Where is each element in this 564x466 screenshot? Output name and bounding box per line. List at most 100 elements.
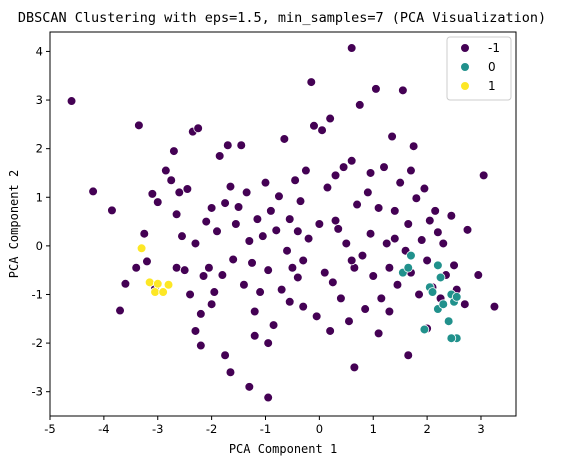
x-tick-label: -3 [152,422,163,436]
point-cluster--1-102 [408,141,419,152]
point-cluster--1-97 [395,177,405,188]
point-cluster-0-4 [427,287,438,297]
point-cluster-1-4 [163,279,174,290]
y-tick-label: 1 [36,190,43,204]
point-cluster--1-8 [147,189,158,199]
point-cluster--1-69 [319,267,330,278]
point-cluster--1-91 [379,162,389,172]
chart-title: DBSCAN Clustering with eps=1.5, min_samp… [18,10,546,26]
point-cluster--1-72 [328,277,338,288]
point-cluster--1-129 [403,350,414,361]
point-cluster--1-26 [204,262,214,273]
point-cluster--1-36 [231,219,241,229]
y-tick-label: -2 [32,336,43,350]
point-cluster--1-15 [174,187,185,198]
point-cluster--1-131 [249,330,260,341]
point-cluster--1-75 [336,293,346,304]
x-tick-label: 2 [423,422,430,436]
point-cluster--1-1 [88,186,98,197]
point-cluster--1-119 [462,225,473,235]
y-tick-label: 0 [36,239,43,253]
point-cluster--1-81 [352,199,362,210]
point-cluster--1-27 [206,203,217,213]
point-cluster--1-147 [384,306,395,317]
point-cluster--1-43 [249,306,260,317]
point-cluster--1-122 [489,301,500,312]
point-cluster--1-77 [341,238,352,249]
point-cluster--1-39 [239,279,249,290]
point-cluster--1-139 [293,226,303,237]
x-axis-label: PCA Component 1 [229,442,337,456]
y-axis-ticks: -3 -2 -1 0 1 2 3 4 [32,44,50,399]
point-cluster--1-49 [266,206,276,216]
point-cluster-1-5 [152,278,163,289]
point-cluster--1-88 [371,84,381,94]
point-cluster--1-79 [346,156,357,166]
point-cluster--1-60 [295,196,306,206]
point-cluster--1-42 [247,258,257,268]
point-cluster--1-17 [179,265,190,275]
point-cluster--1-19 [185,289,195,300]
point-cluster--1-50 [268,320,279,330]
point-cluster--1-93 [384,262,395,273]
point-cluster--1-35 [228,254,238,265]
legend-box [446,36,512,101]
x-tick-label: 3 [477,422,484,436]
point-cluster--1-127 [263,338,273,348]
point-cluster--1-56 [284,214,295,224]
point-cluster--1-30 [214,151,225,161]
x-tick-label: -4 [98,422,109,436]
point-cluster--1-11 [161,165,171,176]
point-cluster--1-95 [389,206,400,216]
point-cluster--1-53 [276,284,287,295]
point-cluster--1-82 [354,100,365,110]
data-points [66,43,500,403]
point-cluster--1-7 [142,256,152,267]
point-cluster--1-71 [325,113,335,124]
point-cluster--1-46 [257,231,268,241]
point-cluster--1-54 [279,134,290,144]
point-cluster--1-121 [478,170,489,181]
point-cluster--1-87 [368,271,379,281]
point-cluster--1-120 [473,270,484,280]
point-cluster--1-48 [263,265,273,275]
point-cluster--1-78 [344,316,354,327]
point-cluster-0-13 [446,333,457,344]
point-cluster--1-138 [389,233,400,244]
point-cluster-0-15 [435,272,446,283]
point-cluster--1-85 [363,187,373,198]
point-cluster-0-14 [419,324,430,335]
point-cluster--1-58 [290,175,300,186]
point-cluster--1-31 [217,270,228,280]
point-cluster--1-136 [365,168,376,178]
point-cluster--1-21 [190,238,201,249]
point-cluster--1-38 [236,140,247,151]
point-cluster--1-44 [252,214,263,224]
point-cluster--1-111 [433,227,443,238]
point-cluster--1-34 [225,181,236,192]
point-cluster--1-12 [166,175,177,186]
x-tick-label: -2 [206,422,217,436]
legend: -1 0 1 [446,36,512,101]
point-cluster--1-52 [274,191,284,202]
point-cluster--1-29 [212,226,222,237]
point-cluster--1-41 [244,236,255,246]
point-cluster--1-94 [387,131,397,142]
point-cluster--1-59 [293,272,303,283]
point-cluster--1-70 [322,182,333,193]
point-cluster--1-5 [134,120,144,131]
legend-marker-0 [460,62,470,72]
point-cluster--1-118 [460,299,470,310]
point-cluster--1-3 [115,305,125,316]
point-cluster--1-57 [287,262,298,273]
point-cluster--1-106 [419,183,430,194]
point-cluster--1-16 [177,231,187,241]
point-cluster--1-25 [201,216,212,227]
x-tick-label: 1 [370,422,377,436]
y-tick-label: -1 [32,287,43,301]
point-cluster--1-14 [171,262,182,273]
point-cluster--1-115 [446,210,457,221]
x-tick-label: -5 [44,422,55,436]
point-cluster--1-13 [169,146,179,156]
